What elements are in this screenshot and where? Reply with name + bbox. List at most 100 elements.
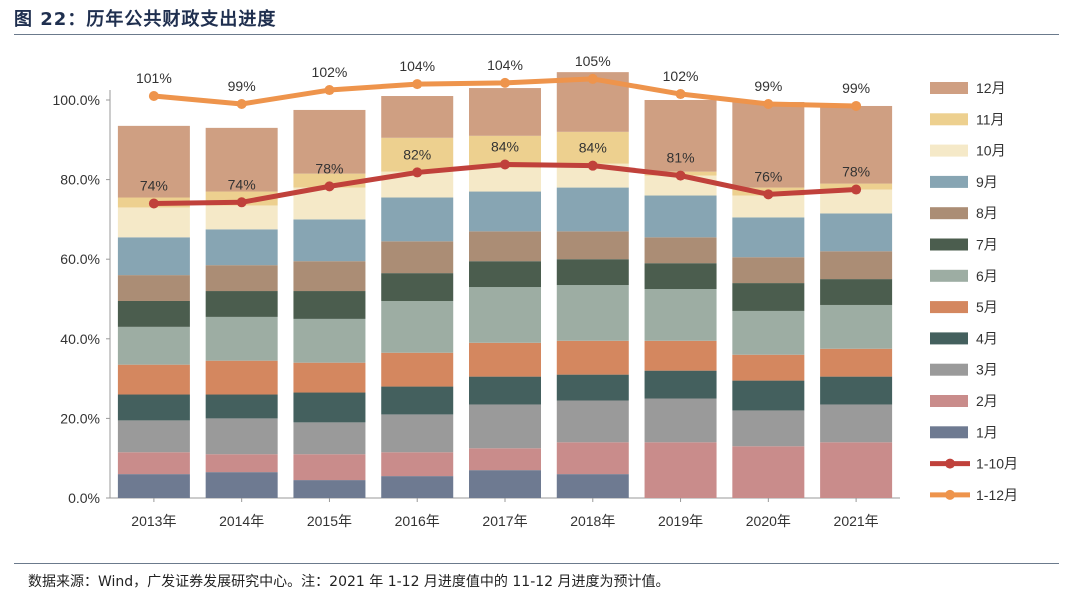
bar-segment-4月 [293,392,366,423]
series-point-1-10月 [148,198,159,209]
series-point-1-12月 [851,100,862,111]
bar-segment-4月 [732,380,805,411]
x-tick-label: 2014年 [219,513,264,529]
legend-marker [945,489,955,500]
bar-segment-2月 [117,452,190,475]
x-tick-label: 2017年 [482,513,527,529]
y-tick-label: 40.0% [60,331,100,347]
bar-segment-11月 [556,131,629,164]
bar-segment-7月 [117,300,190,327]
bar-segment-1月 [556,474,629,498]
legend-label: 5月 [976,299,998,315]
bar-segment-4月 [644,370,717,399]
data-label: 104% [487,57,523,73]
bar-segment-8月 [469,231,541,262]
data-label: 82% [403,146,431,162]
bar-segment-2月 [469,448,541,471]
legend-label: 4月 [976,330,998,346]
bar-segment-1月 [205,472,278,498]
bar-segment-6月 [205,316,278,361]
bar-segment-1月 [293,480,366,498]
legend-label: 1-10月 [976,456,1018,472]
series-point-1-10月 [236,197,247,208]
bar-segment-4月 [205,394,278,419]
legend-label: 10月 [976,143,1006,159]
legend-swatch [930,301,968,314]
data-label: 105% [575,53,611,69]
x-tick-label: 2021年 [834,513,879,529]
source-divider [14,563,1059,564]
bar-segment-5月 [381,352,454,387]
bar-segment-6月 [381,300,454,353]
bar-segment-12月 [644,100,717,172]
bar-segment-3月 [381,414,454,453]
legend-swatch [930,82,968,94]
bar-segment-11月 [381,137,454,172]
bar-segment-4月 [556,374,629,401]
bar-segment-3月 [117,420,190,453]
series-point-1-10月 [675,170,686,181]
legend-label: 1月 [976,424,998,440]
legend-label: 7月 [976,237,998,253]
bar-segment-8月 [381,241,454,274]
legend-label: 9月 [976,174,998,190]
bar-segment-1月 [117,474,190,498]
bar-segment-5月 [820,348,893,377]
bar-segment-8月 [556,231,629,260]
bar-segment-10月 [732,195,805,218]
bar-segment-10月 [820,189,893,214]
bar-segment-9月 [293,219,366,262]
bar-segment-9月 [381,197,454,242]
legend-swatch [930,269,968,282]
bar-segment-6月 [117,326,190,365]
bar-segment-3月 [556,400,629,443]
bar-segment-9月 [205,229,278,266]
bar-segment-2月 [293,454,366,481]
legend-swatch [930,238,968,251]
series-point-1-10月 [412,167,423,178]
legend-label: 6月 [976,268,998,284]
bar-segment-8月 [820,251,893,280]
bar-segment-12月 [469,88,541,136]
series-point-1-12月 [763,98,774,109]
legend-label: 11月 [976,111,1005,127]
legend-marker [945,458,955,469]
bar-segment-5月 [117,364,190,395]
series-point-1-12月 [412,79,423,90]
series-point-1-12月 [324,85,335,96]
legend-label: 1-12月 [976,487,1018,503]
bar-segment-5月 [205,360,278,395]
bar-segment-2月 [732,446,805,498]
bar-segment-2月 [556,442,629,475]
bar-segment-7月 [469,261,541,288]
series-point-1-10月 [324,181,335,192]
bar-segment-12月 [205,127,278,192]
data-label: 99% [842,80,870,96]
data-label: 99% [228,78,256,94]
bar-segment-9月 [820,213,893,252]
series-point-1-10月 [763,189,774,200]
bar-segment-9月 [556,187,629,232]
bar-segment-12月 [732,101,805,188]
bar-segment-4月 [820,376,893,405]
bar-segment-8月 [644,237,717,264]
bar-segment-6月 [820,304,893,349]
y-tick-label: 0.0% [68,490,100,506]
data-label: 104% [399,58,435,74]
bar-segment-3月 [820,404,893,443]
bar-segment-6月 [556,285,629,341]
y-tick-label: 20.0% [60,410,100,426]
legend-label: 3月 [976,362,998,378]
bar-segment-3月 [732,410,805,447]
legend-label: 12月 [976,80,1006,96]
bar-segment-3月 [205,418,278,455]
data-label: 101% [136,70,172,86]
bar-segment-7月 [732,283,805,311]
bar-segment-6月 [644,289,717,341]
bar-segment-7月 [293,291,366,319]
data-label: 84% [491,138,519,154]
bar-segment-5月 [469,342,541,377]
bar-segment-4月 [469,376,541,405]
bar-segment-5月 [732,354,805,381]
